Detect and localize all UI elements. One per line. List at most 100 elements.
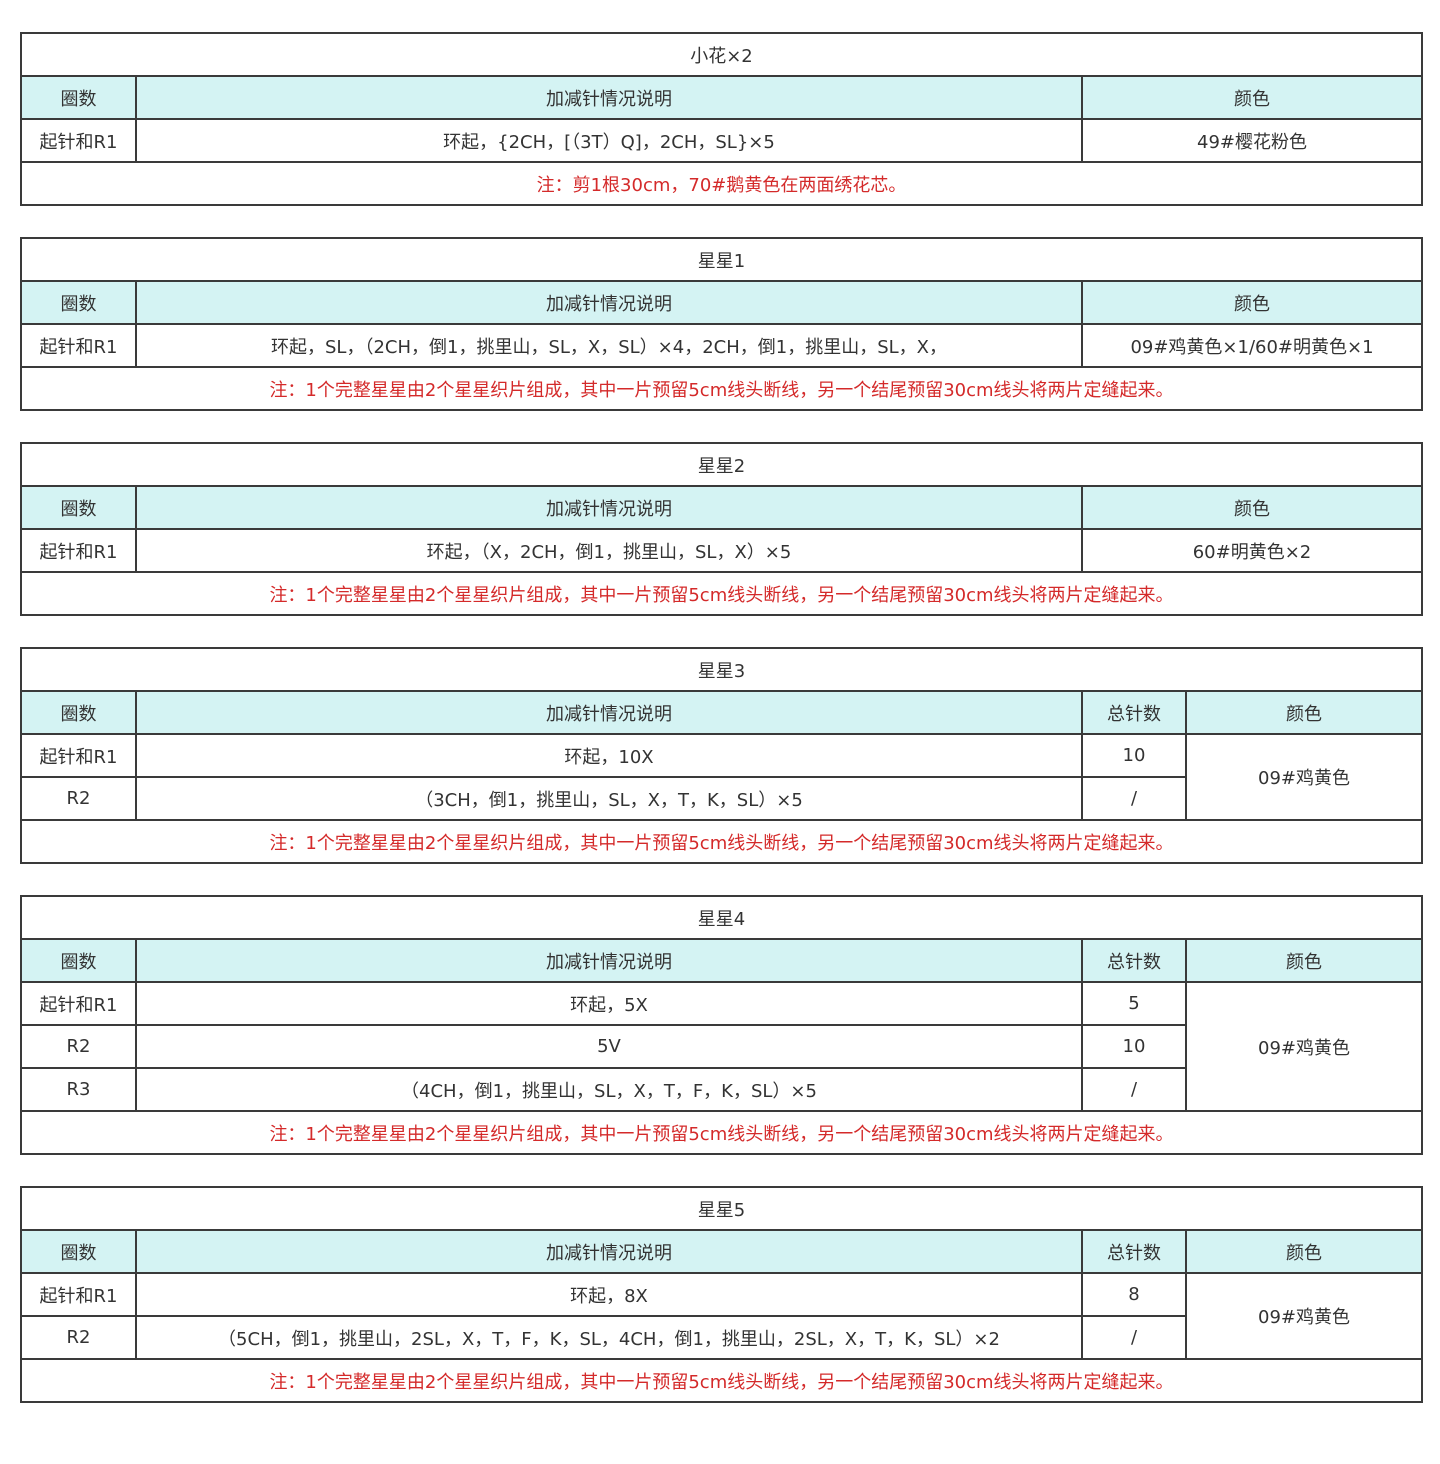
note-text: 注：1个完整星星由2个星星织片组成，其中一片预留5cm线头断线，另一个结尾预留3… xyxy=(20,571,1423,616)
table-row: 起针和R1 环起，SL，（2CH，倒1，挑里山，SL，X，SL）×4，2CH，倒1… xyxy=(20,323,1423,368)
column-header: 圈数 xyxy=(20,280,137,325)
note-text: 注：1个完整星星由2个星星织片组成，其中一片预留5cm线头断线，另一个结尾预留3… xyxy=(19,1110,1424,1155)
stitch-description: （3CH，倒1，挑里山，SL，X，T，K，SL）×5 xyxy=(135,776,1083,821)
title-row: 星星4 xyxy=(19,895,1424,940)
total-stitches: 5 xyxy=(1081,981,1187,1026)
pattern-table: 小花×2 圈数 加减针情况说明 颜色 起针和R1 环起，{2CH，[（3T）Q]，2CH，… xyxy=(20,32,1423,206)
stitch-description: 5V xyxy=(135,1024,1083,1069)
column-header: 加减针情况说明 xyxy=(135,938,1083,983)
column-header: 加减针情况说明 xyxy=(135,1229,1083,1274)
table-title: 星星4 xyxy=(19,895,1424,940)
note-row: 注：1个完整星星由2个星星织片组成，其中一片预留5cm线头断线，另一个结尾预留3… xyxy=(19,1358,1424,1403)
stitch-description: 环起，（X，2CH，倒1，挑里山，SL，X）×5 xyxy=(135,528,1083,573)
stitch-description: （4CH，倒1，挑里山，SL，X，T，F，K，SL）×5 xyxy=(135,1067,1083,1112)
note-row: 注：剪1根30cm，70#鹅黄色在两面绣花芯。 xyxy=(20,161,1423,206)
column-header: 加减针情况说明 xyxy=(135,280,1083,325)
title-row: 小花×2 xyxy=(20,32,1423,77)
note-row: 注：1个完整星星由2个星星织片组成，其中一片预留5cm线头断线，另一个结尾预留3… xyxy=(19,819,1424,864)
total-stitches: / xyxy=(1081,1315,1187,1360)
table-title: 星星5 xyxy=(19,1186,1424,1231)
round-cell: 起针和R1 xyxy=(20,118,137,163)
round-cell: 起针和R1 xyxy=(20,528,137,573)
table-title: 星星2 xyxy=(20,442,1423,487)
header-row: 圈数 加减针情况说明 颜色 xyxy=(20,75,1423,120)
note-text: 注：剪1根30cm，70#鹅黄色在两面绣花芯。 xyxy=(20,161,1423,206)
total-stitches: 10 xyxy=(1081,1024,1187,1069)
note-text: 注：1个完整星星由2个星星织片组成，其中一片预留5cm线头断线，另一个结尾预留3… xyxy=(19,1358,1424,1403)
column-header: 加减针情况说明 xyxy=(135,485,1083,530)
column-header: 圈数 xyxy=(20,938,137,983)
header-row: 圈数 加减针情况说明 总针数 颜色 xyxy=(20,690,1424,735)
header-row: 圈数 加减针情况说明 颜色 xyxy=(20,280,1423,325)
round-cell: R3 xyxy=(20,1067,137,1112)
column-header: 加减针情况说明 xyxy=(135,690,1083,735)
stitch-description: 环起，10X xyxy=(135,733,1083,778)
total-stitches: / xyxy=(1081,776,1187,821)
table-row: 起针和R1 环起，{2CH，[（3T）Q]，2CH，SL}×5 49#樱花粉色 xyxy=(20,118,1423,163)
column-header: 加减针情况说明 xyxy=(135,75,1083,120)
pattern-table: 星星5 圈数 加减针情况说明 总针数 颜色 起针和R1 环起，8X 8 09#鸡黄色 R2 （5CH… xyxy=(19,1186,1424,1403)
round-cell: R2 xyxy=(20,776,137,821)
round-cell: 起针和R1 xyxy=(20,981,137,1026)
column-header: 颜色 xyxy=(1184,938,1424,983)
note-row: 注：1个完整星星由2个星星织片组成，其中一片预留5cm线头断线，另一个结尾预留3… xyxy=(19,1110,1424,1155)
column-header: 颜色 xyxy=(1081,75,1423,120)
table-row: 起针和R1 环起，（X，2CH，倒1，挑里山，SL，X）×5 60#明黄色×2 xyxy=(20,528,1423,573)
table-title: 小花×2 xyxy=(20,32,1423,77)
round-cell: R2 xyxy=(20,1024,137,1069)
table-title: 星星3 xyxy=(19,647,1424,692)
round-cell: 起针和R1 xyxy=(20,733,137,778)
header-row: 圈数 加减针情况说明 总针数 颜色 xyxy=(20,1229,1424,1274)
table-row: R2 （5CH，倒1，挑里山，2SL，X，T，F，K，SL，4CH，倒1，挑里山，… xyxy=(20,1315,1422,1360)
round-cell: 起针和R1 xyxy=(20,323,137,368)
pattern-table: 星星3 圈数 加减针情况说明 总针数 颜色 起针和R1 环起，10X 10 09#鸡黄色 R2 （3… xyxy=(19,647,1424,864)
column-header: 总针数 xyxy=(1081,938,1187,983)
header-row: 圈数 加减针情况说明 总针数 颜色 xyxy=(20,938,1424,983)
yarn-color: 09#鸡黄色×1/60#明黄色×1 xyxy=(1081,323,1423,368)
pattern-table: 星星1 圈数 加减针情况说明 颜色 起针和R1 环起，SL，（2CH，倒1，挑里山，SL，… xyxy=(20,237,1423,411)
pattern-document: 小花×2 圈数 加减针情况说明 颜色 起针和R1 环起，{2CH，[（3T）Q]，2CH，… xyxy=(19,32,1424,1434)
yarn-color: 60#明黄色×2 xyxy=(1081,528,1423,573)
yarn-color: 49#樱花粉色 xyxy=(1081,118,1423,163)
column-header: 颜色 xyxy=(1184,1229,1424,1274)
stitch-description: 环起，8X xyxy=(135,1272,1083,1317)
column-header: 颜色 xyxy=(1081,485,1423,530)
stitch-description: 环起，SL，（2CH，倒1，挑里山，SL，X，SL）×4，2CH，倒1，挑里山，… xyxy=(135,323,1083,368)
title-row: 星星2 xyxy=(20,442,1423,487)
yarn-color: 09#鸡黄色 xyxy=(1184,1272,1424,1360)
total-stitches: / xyxy=(1081,1067,1187,1112)
note-row: 注：1个完整星星由2个星星织片组成，其中一片预留5cm线头断线，另一个结尾预留3… xyxy=(20,366,1423,411)
stitch-description: 环起，5X xyxy=(135,981,1083,1026)
round-cell: 起针和R1 xyxy=(20,1272,137,1317)
table-row: 起针和R1 环起，5X 5 09#鸡黄色 xyxy=(20,981,1424,1112)
yarn-color: 09#鸡黄色 xyxy=(1184,733,1424,821)
pattern-table: 星星2 圈数 加减针情况说明 颜色 起针和R1 环起，（X，2CH，倒1，挑里山，SL，X… xyxy=(20,442,1423,616)
title-row: 星星3 xyxy=(19,647,1424,692)
note-text: 注：1个完整星星由2个星星织片组成，其中一片预留5cm线头断线，另一个结尾预留3… xyxy=(20,366,1423,411)
table-title: 星星1 xyxy=(20,237,1423,282)
total-stitches: 10 xyxy=(1081,733,1187,778)
column-header: 圈数 xyxy=(20,75,137,120)
stitch-description: （5CH，倒1，挑里山，2SL，X，T，F，K，SL，4CH，倒1，挑里山，2S… xyxy=(135,1315,1083,1360)
yarn-color: 09#鸡黄色 xyxy=(1184,981,1424,1112)
title-row: 星星5 xyxy=(19,1186,1424,1231)
total-stitches: 8 xyxy=(1081,1272,1187,1317)
pattern-table: 星星4 圈数 加减针情况说明 总针数 颜色 起针和R1 环起，5X 5 09#鸡黄色 R2 5V 10… xyxy=(19,895,1424,1155)
column-header: 颜色 xyxy=(1184,690,1424,735)
table-row: R2 5V 10 xyxy=(20,1024,1422,1069)
table-row: R3 （4CH，倒1，挑里山，SL，X，T，F，K，SL）×5/ xyxy=(20,1067,1422,1112)
stitch-description: 环起，{2CH，[（3T）Q]，2CH，SL}×5 xyxy=(135,118,1083,163)
column-header: 颜色 xyxy=(1081,280,1423,325)
column-header: 总针数 xyxy=(1081,690,1187,735)
column-header: 总针数 xyxy=(1081,1229,1187,1274)
title-row: 星星1 xyxy=(20,237,1423,282)
table-row: 起针和R1 环起，8X 8 09#鸡黄色 xyxy=(20,1272,1424,1360)
note-row: 注：1个完整星星由2个星星织片组成，其中一片预留5cm线头断线，另一个结尾预留3… xyxy=(20,571,1423,616)
column-header: 圈数 xyxy=(20,485,137,530)
note-text: 注：1个完整星星由2个星星织片组成，其中一片预留5cm线头断线，另一个结尾预留3… xyxy=(19,819,1424,864)
header-row: 圈数 加减针情况说明 颜色 xyxy=(20,485,1423,530)
round-cell: R2 xyxy=(20,1315,137,1360)
table-row: 起针和R1 环起，10X 10 09#鸡黄色 xyxy=(20,733,1424,821)
table-row: R2 （3CH，倒1，挑里山，SL，X，T，K，SL）×5/ xyxy=(20,776,1422,821)
column-header: 圈数 xyxy=(20,690,137,735)
